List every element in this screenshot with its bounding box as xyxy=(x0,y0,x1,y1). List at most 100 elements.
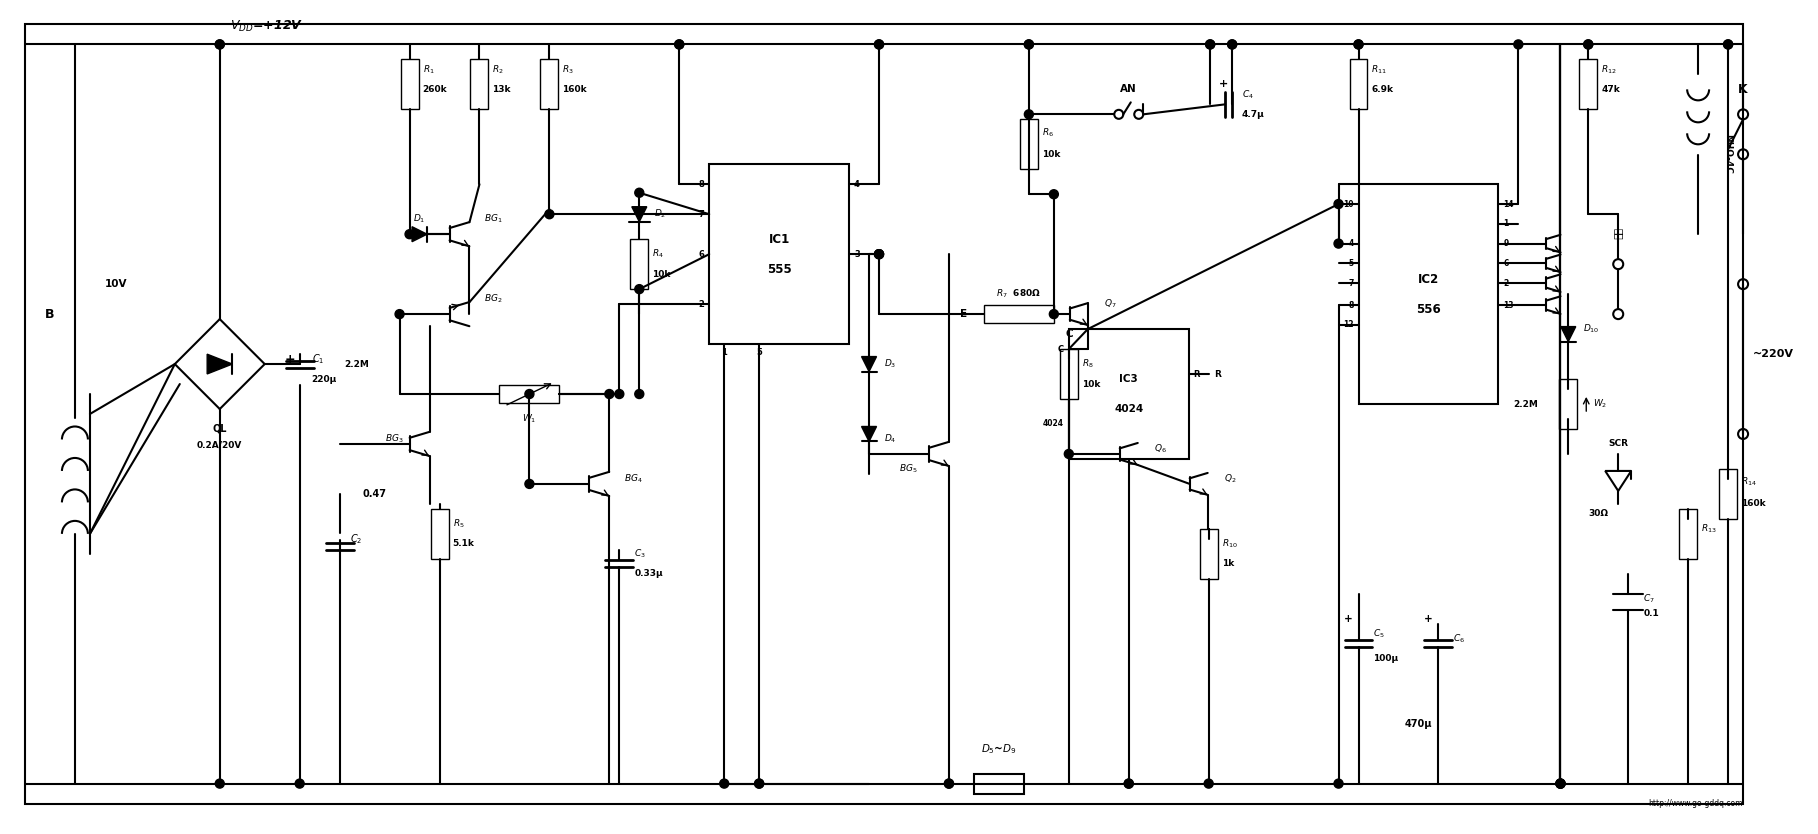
Text: $R_{10}$: $R_{10}$ xyxy=(1222,538,1238,550)
Bar xyxy=(984,305,1054,323)
Circle shape xyxy=(1556,779,1565,788)
Circle shape xyxy=(754,779,764,788)
Text: 6.9k: 6.9k xyxy=(1371,85,1393,94)
Circle shape xyxy=(1514,40,1523,49)
Bar xyxy=(1580,59,1598,109)
Circle shape xyxy=(545,209,554,219)
Circle shape xyxy=(874,249,884,259)
Circle shape xyxy=(674,40,684,49)
Text: 2: 2 xyxy=(698,299,704,309)
Circle shape xyxy=(1024,40,1033,49)
Polygon shape xyxy=(862,426,876,441)
Circle shape xyxy=(1205,40,1214,49)
Text: NHO-4C: NHO-4C xyxy=(1723,134,1733,174)
Text: IC3: IC3 xyxy=(1120,374,1138,384)
Bar xyxy=(1560,379,1578,429)
Text: $D_4$: $D_4$ xyxy=(884,433,896,445)
Text: $BG_1$: $BG_1$ xyxy=(484,213,504,225)
Text: $W_1$: $W_1$ xyxy=(522,413,536,425)
Text: $R_8$: $R_8$ xyxy=(1082,358,1094,370)
Text: 5: 5 xyxy=(1349,259,1354,268)
Text: 0.47: 0.47 xyxy=(362,489,387,499)
Text: 3: 3 xyxy=(854,249,860,259)
Bar xyxy=(540,59,558,109)
Circle shape xyxy=(874,40,884,49)
Bar xyxy=(431,509,449,559)
Circle shape xyxy=(634,389,644,399)
Text: $BG_2$: $BG_2$ xyxy=(484,293,504,305)
Circle shape xyxy=(1024,40,1033,49)
Circle shape xyxy=(874,249,884,259)
Circle shape xyxy=(1354,40,1364,49)
Text: 输出: 输出 xyxy=(1613,229,1623,240)
Polygon shape xyxy=(1562,327,1576,342)
Text: 4.7μ: 4.7μ xyxy=(1242,110,1264,118)
Circle shape xyxy=(634,188,644,198)
Text: 10k: 10k xyxy=(1082,379,1100,389)
Circle shape xyxy=(1583,40,1593,49)
Bar xyxy=(1358,184,1498,404)
Bar xyxy=(471,59,489,109)
Text: 7: 7 xyxy=(1349,279,1354,288)
Circle shape xyxy=(1583,40,1593,49)
Text: $R_6$: $R_6$ xyxy=(1042,126,1054,138)
Circle shape xyxy=(215,40,224,49)
Circle shape xyxy=(1024,110,1033,118)
Bar xyxy=(1349,59,1367,109)
Text: $C_3$: $C_3$ xyxy=(634,548,645,560)
Text: AN: AN xyxy=(1120,84,1136,94)
Text: $C_1$: $C_1$ xyxy=(311,352,324,366)
Text: $R_{11}$: $R_{11}$ xyxy=(1371,63,1387,76)
Text: $BG_3$: $BG_3$ xyxy=(385,433,404,445)
Text: $Q_7$: $Q_7$ xyxy=(1104,298,1116,310)
Text: 14: 14 xyxy=(1503,199,1514,208)
Circle shape xyxy=(1334,779,1344,788)
Text: 7: 7 xyxy=(698,209,704,219)
Text: $Q_2$: $Q_2$ xyxy=(1224,473,1236,485)
Text: IC2: IC2 xyxy=(1418,273,1440,286)
Text: 10k: 10k xyxy=(653,269,671,279)
Text: 2.2M: 2.2M xyxy=(345,359,369,369)
Text: 6: 6 xyxy=(1503,259,1509,268)
Text: 556: 556 xyxy=(1416,303,1442,315)
Bar xyxy=(974,774,1024,794)
Text: QL: QL xyxy=(213,424,227,434)
Bar xyxy=(631,239,649,289)
Circle shape xyxy=(1334,199,1344,208)
Text: R: R xyxy=(1214,369,1220,379)
Circle shape xyxy=(1049,309,1058,319)
Bar xyxy=(709,164,849,344)
Text: SCR: SCR xyxy=(1609,440,1629,449)
Bar xyxy=(400,59,418,109)
Circle shape xyxy=(1049,190,1058,198)
Text: IC1: IC1 xyxy=(769,233,789,246)
Circle shape xyxy=(525,389,534,399)
Text: 260k: 260k xyxy=(422,85,447,94)
Text: 1: 1 xyxy=(722,348,727,357)
Text: $BG_5$: $BG_5$ xyxy=(900,463,918,475)
Text: http://www.go-gddq.com: http://www.go-gddq.com xyxy=(1649,799,1743,808)
Circle shape xyxy=(215,40,224,49)
Text: $BG_4$: $BG_4$ xyxy=(624,473,644,485)
Circle shape xyxy=(1723,40,1733,49)
Text: 0.1: 0.1 xyxy=(1643,610,1660,618)
Text: E: E xyxy=(960,309,967,319)
Text: $R_4$: $R_4$ xyxy=(653,248,664,260)
Circle shape xyxy=(395,309,404,319)
Text: $R_2$: $R_2$ xyxy=(493,63,504,76)
Text: +: + xyxy=(1344,614,1353,624)
Text: 13k: 13k xyxy=(493,85,511,94)
Text: $C_4$: $C_4$ xyxy=(1242,88,1254,101)
Bar xyxy=(1720,469,1736,519)
Circle shape xyxy=(1204,779,1213,788)
Text: $D_{10}$: $D_{10}$ xyxy=(1583,323,1600,335)
Text: $R_3$: $R_3$ xyxy=(562,63,574,76)
Circle shape xyxy=(1227,40,1236,49)
Circle shape xyxy=(874,249,884,259)
Text: 10: 10 xyxy=(1344,199,1354,208)
Text: $R_{13}$: $R_{13}$ xyxy=(1702,523,1716,535)
Polygon shape xyxy=(633,207,647,222)
Circle shape xyxy=(1556,779,1565,788)
Circle shape xyxy=(945,779,953,788)
Text: +: + xyxy=(1423,614,1433,624)
